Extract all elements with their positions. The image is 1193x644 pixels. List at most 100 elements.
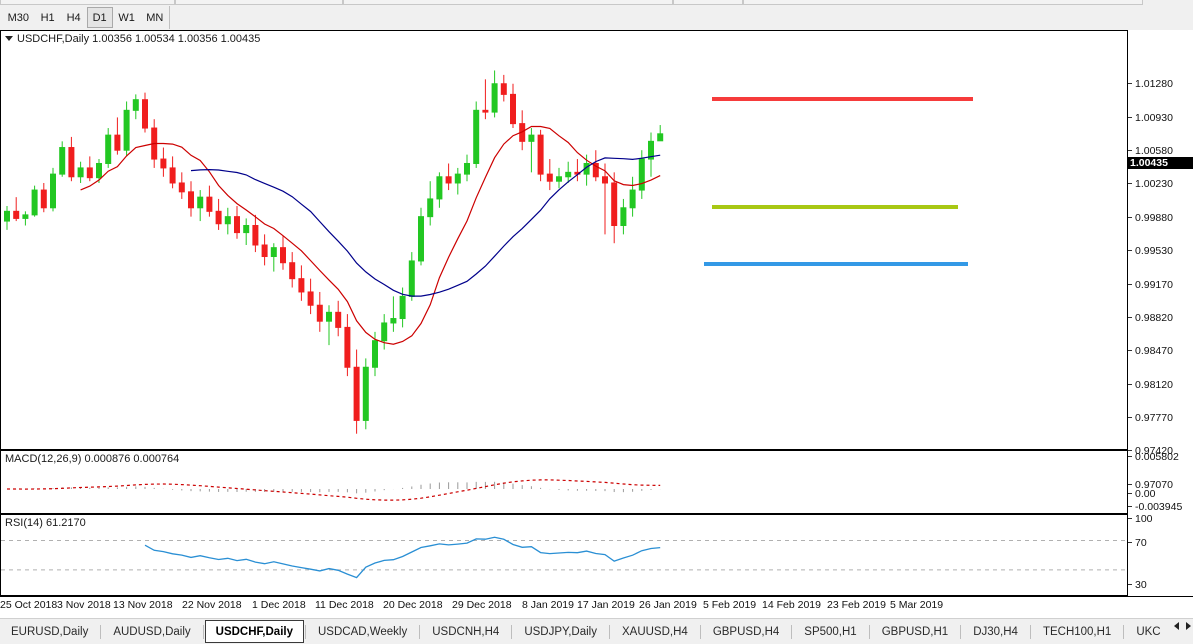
tab-separator — [511, 624, 513, 639]
candle-body — [326, 311, 332, 322]
time-scale[interactable]: 25 Oct 2018 3 Nov 2018 13 Nov 2018 22 Nov 2… — [0, 596, 1193, 614]
rsi-pane[interactable]: RSI(14) 61.2170 — [0, 514, 1128, 596]
timeframe-h4[interactable]: H4 — [66, 11, 81, 24]
candle-body — [362, 366, 369, 421]
candle-body — [418, 216, 424, 262]
candle-body — [215, 210, 222, 225]
timeframe-mn[interactable]: MN — [146, 11, 164, 24]
date-tick: 1 Dec 2018 — [252, 599, 306, 611]
price-tick: 0.99880 — [1128, 212, 1193, 224]
chart-area[interactable]: USDCHF,Daily 1.00356 1.00534 1.00356 1.0… — [0, 30, 1193, 618]
candle-body — [546, 173, 553, 182]
chart-tab-eurusd-daily[interactable]: EURUSD,Daily — [11, 625, 89, 638]
candle-body — [289, 262, 296, 280]
timeframe-h1[interactable]: H1 — [40, 11, 55, 24]
collapse-arrow-icon[interactable] — [5, 35, 13, 41]
candle-body — [436, 176, 443, 200]
rsi-line — [144, 536, 661, 579]
date-tick: 5 Mar 2019 — [890, 599, 944, 611]
candle-body — [390, 318, 397, 324]
price-tick: 0.98120 — [1128, 379, 1193, 391]
candle-body — [482, 109, 489, 113]
chart-tab-usdjpy-daily[interactable]: USDJPY,Daily — [524, 625, 597, 638]
tab-separator — [1029, 624, 1031, 639]
tab-scroll-arrows[interactable] — [1174, 622, 1191, 630]
chart-tab-ukc[interactable]: UKC — [1136, 625, 1161, 638]
candle-body — [629, 189, 636, 209]
candle-body — [381, 322, 388, 342]
date-tick: 20 Dec 2018 — [383, 599, 443, 611]
tab-separator — [699, 624, 701, 639]
price-tick: 1.00230 — [1128, 178, 1193, 190]
macd-scale-tick: -0.003945 — [1128, 501, 1193, 513]
price-tick: 1.00580 — [1128, 145, 1193, 157]
chart-tab-dj30-h4[interactable]: DJ30,H4 — [973, 625, 1018, 638]
price-pane[interactable]: USDCHF,Daily 1.00356 1.00534 1.00356 1.0… — [0, 30, 1128, 450]
rsi-level-lines — [1, 539, 1127, 571]
price-scale[interactable]: 1.01280 1.00930 1.00580 1.00230 0.99880 0.995… — [1128, 30, 1193, 614]
date-tick: 5 Feb 2019 — [703, 599, 757, 611]
candle-body — [206, 196, 213, 212]
candle-body — [335, 311, 342, 328]
macd-histogram — [15, 481, 661, 494]
candle-body — [40, 189, 47, 209]
candle-body — [307, 291, 314, 306]
tab-separator — [960, 624, 962, 639]
candle-body — [464, 162, 470, 175]
price-chart-svg — [4, 70, 973, 434]
candle-body — [59, 147, 66, 175]
timeframe-d1[interactable]: D1 — [86, 7, 113, 28]
candle-body — [105, 134, 112, 164]
date-tick: 23 Feb 2019 — [827, 599, 886, 611]
chart-tab-xauusd-h4[interactable]: XAUUSD,H4 — [621, 625, 688, 638]
macd-chart-svg — [7, 479, 661, 501]
chart-tab-gbpusd-h1[interactable]: GBPUSD,H1 — [881, 625, 949, 638]
candle-body — [160, 158, 167, 169]
candle-body — [556, 176, 562, 182]
rsi-scale-tick: 100 — [1128, 513, 1193, 525]
candle-body — [252, 225, 259, 246]
candle-body — [114, 134, 121, 151]
candle-body — [22, 214, 29, 219]
chart-tabs[interactable]: EURUSD,Daily AUDUSD,Daily USDCHF,Daily USDC… — [0, 619, 1172, 644]
tab-separator — [791, 624, 793, 639]
toolbar-segment-4 — [673, 0, 743, 5]
candle-body — [528, 134, 535, 142]
symbol-ohlc-text: USDCHF,Daily 1.00356 1.00534 1.00356 1.0… — [17, 33, 261, 45]
timeframe-w1[interactable]: W1 — [118, 11, 135, 24]
chart-tab-gbpusd-h4[interactable]: GBPUSD,H4 — [712, 625, 780, 638]
rsi-chart-svg — [1, 536, 1127, 579]
candle-body — [500, 83, 507, 95]
date-tick: 8 Jan 2019 — [522, 599, 574, 611]
candle-body — [243, 225, 250, 234]
candle-body — [445, 176, 452, 184]
date-tick: 26 Jan 2019 — [639, 599, 697, 611]
candle-body — [270, 247, 277, 258]
chart-tab-usdchf-daily[interactable]: USDCHF,Daily — [204, 620, 304, 643]
date-tick: 29 Dec 2018 — [452, 599, 512, 611]
chart-tab-bar[interactable]: EURUSD,Daily AUDUSD,Daily USDCHF,Daily USDC… — [0, 618, 1193, 644]
candle-body — [197, 196, 204, 209]
scroll-right-icon[interactable] — [1186, 622, 1191, 630]
chart-tab-usdcnh-h4[interactable]: USDCNH,H4 — [432, 625, 500, 638]
candle-body — [491, 83, 498, 113]
chart-tab-audusd-daily[interactable]: AUDUSD,Daily — [113, 625, 191, 638]
candle-body — [620, 207, 627, 227]
candle-body — [592, 162, 599, 178]
tab-separator — [868, 624, 870, 639]
timeframe-m30[interactable]: M30 — [7, 11, 30, 24]
date-tick: 3 Nov 2018 — [57, 599, 111, 611]
chart-tab-sp500-h1[interactable]: SP500,H1 — [804, 625, 857, 638]
chart-tab-tech100-h1[interactable]: TECH100,H1 — [1042, 625, 1112, 638]
macd-scale-tick: 0.00 — [1128, 488, 1193, 500]
candle-body — [657, 133, 664, 142]
candle-body — [473, 109, 480, 164]
chart-tab-usdcad-weekly[interactable]: USDCAD,Weekly — [317, 625, 408, 638]
macd-pane[interactable]: MACD(12,26,9) 0.000876 0.000764 — [0, 450, 1128, 514]
candle-body — [565, 171, 572, 178]
candle-body — [344, 326, 351, 368]
candle-body — [178, 182, 185, 193]
scroll-left-icon[interactable] — [1174, 622, 1179, 630]
candle-body — [188, 191, 194, 209]
